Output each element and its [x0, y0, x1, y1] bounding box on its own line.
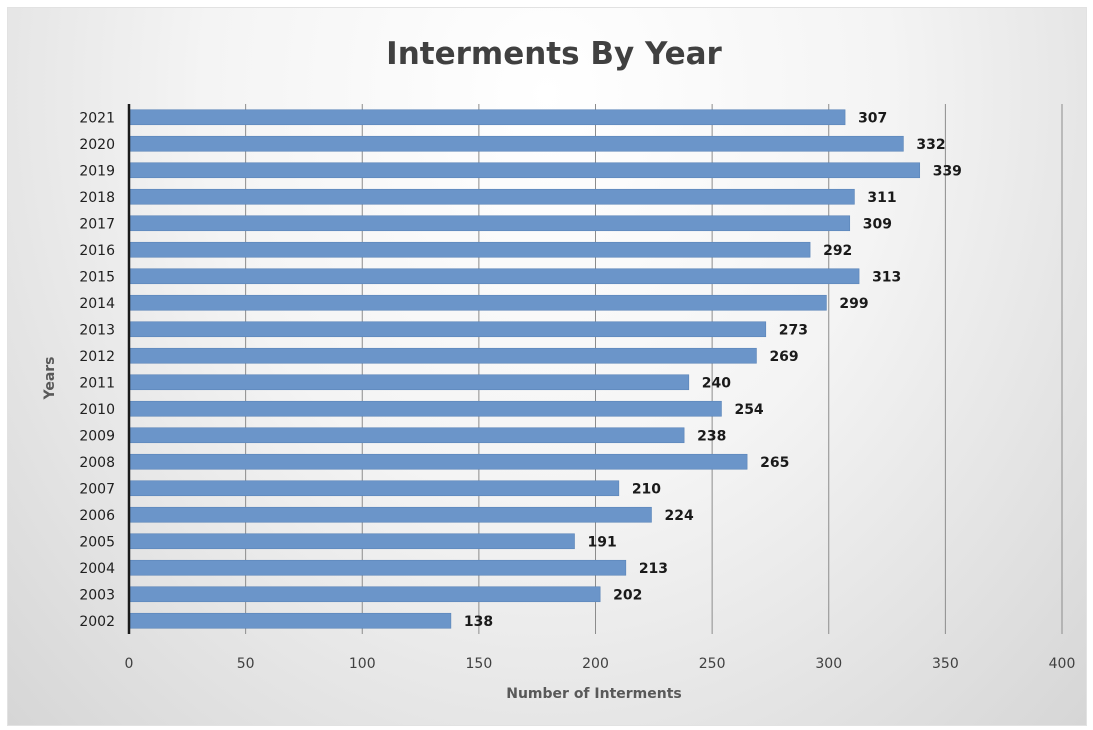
- bar-2018: [128, 188, 855, 205]
- chart-panel: Interments By Year 307 332 339 311 309 292 313…: [7, 7, 1087, 726]
- y-tick-label-2015: 2015: [79, 269, 115, 285]
- bar-2007: [128, 480, 620, 497]
- y-tick-label-2009: 2009: [79, 428, 115, 444]
- y-tick-label-2016: 2016: [79, 243, 115, 259]
- y-tick-label-2003: 2003: [79, 587, 115, 603]
- bar-2016: [128, 241, 811, 258]
- data-label-2005: 191: [588, 534, 617, 550]
- bar-2021: [128, 109, 846, 126]
- data-label-2016: 292: [823, 243, 852, 259]
- y-tick-label-2002: 2002: [79, 614, 115, 630]
- data-label-2002: 138: [464, 614, 493, 630]
- data-label-2012: 269: [769, 349, 798, 365]
- data-label-2018: 311: [867, 190, 896, 206]
- x-tick-label: 150: [466, 656, 493, 672]
- y-tick-label-2013: 2013: [79, 322, 115, 338]
- bar-2013: [128, 321, 767, 338]
- y-tick-labels: 2021 2020 2019 2018 2017 2016 2015 2014 2013 2012…: [79, 110, 115, 630]
- y-tick-label-2007: 2007: [79, 481, 115, 497]
- x-tick-label: 300: [815, 656, 842, 672]
- y-tick-label-2017: 2017: [79, 216, 115, 232]
- y-tick-label-2020: 2020: [79, 137, 115, 153]
- bar-2010: [128, 400, 722, 417]
- data-label-2009: 238: [697, 428, 726, 444]
- data-label-2004: 213: [639, 561, 668, 577]
- bar-2009: [128, 427, 685, 444]
- bar-2006: [128, 506, 652, 523]
- y-tick-label-2004: 2004: [79, 561, 115, 577]
- data-label-2020: 332: [916, 137, 945, 153]
- bar-chart: Interments By Year 307 332 339 311 309 292 313…: [42, 36, 1076, 702]
- bar-2004: [128, 559, 627, 576]
- y-tick-label-2010: 2010: [79, 402, 115, 418]
- data-label-2017: 309: [863, 216, 892, 232]
- x-tick-label: 100: [349, 656, 376, 672]
- bar-2002: [128, 612, 452, 629]
- bar-2020: [128, 135, 904, 152]
- y-tick-label-2006: 2006: [79, 508, 115, 524]
- data-label-2006: 224: [664, 508, 693, 524]
- data-label-2008: 265: [760, 455, 789, 471]
- bar-2019: [128, 162, 921, 179]
- data-label-2019: 339: [933, 163, 962, 179]
- x-tick-label: 400: [1049, 656, 1076, 672]
- y-tick-label-2021: 2021: [79, 110, 115, 126]
- bar-2014: [128, 294, 827, 311]
- data-label-2014: 299: [839, 296, 868, 312]
- data-label-2003: 202: [613, 587, 642, 603]
- data-label-2010: 254: [734, 402, 763, 418]
- gridlines: [245, 104, 1063, 634]
- x-tick-label: 0: [125, 656, 134, 672]
- x-tick-label: 200: [582, 656, 609, 672]
- data-label-2013: 273: [779, 322, 808, 338]
- bar-2003: [128, 586, 601, 603]
- y-tick-label-2019: 2019: [79, 163, 115, 179]
- bar-2011: [128, 374, 690, 391]
- bar-2017: [128, 215, 851, 232]
- y-tick-label-2012: 2012: [79, 349, 115, 365]
- chart-title: Interments By Year: [386, 36, 722, 72]
- bar-2012: [128, 347, 757, 364]
- bar-2005: [128, 533, 575, 550]
- data-label-2007: 210: [632, 481, 661, 497]
- y-tick-label-2014: 2014: [79, 296, 115, 312]
- bar-2015: [128, 268, 860, 285]
- x-tick-label: 250: [699, 656, 726, 672]
- x-tick-labels: 0 50 100 150 200 250 300 350 400: [125, 656, 1076, 672]
- y-tick-label-2008: 2008: [79, 455, 115, 471]
- bar-2008: [128, 453, 748, 470]
- y-tick-label-2005: 2005: [79, 534, 115, 550]
- data-label-2015: 313: [872, 269, 901, 285]
- bars: [128, 109, 921, 629]
- data-label-2011: 240: [702, 375, 731, 391]
- x-tick-label: 350: [932, 656, 959, 672]
- y-axis-title: Years: [42, 356, 58, 400]
- y-tick-label-2011: 2011: [79, 375, 115, 391]
- y-tick-label-2018: 2018: [79, 190, 115, 206]
- data-label-2021: 307: [858, 110, 887, 126]
- x-axis-title: Number of Interments: [506, 686, 682, 702]
- x-tick-label: 50: [237, 656, 255, 672]
